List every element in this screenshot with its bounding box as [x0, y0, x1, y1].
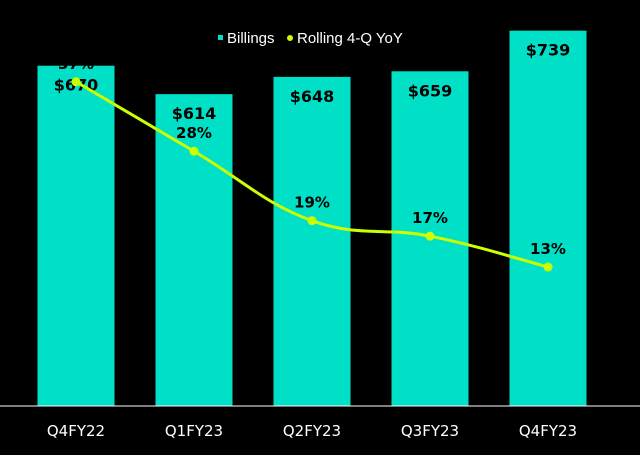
- rolling-yoy-point: [543, 262, 553, 272]
- rolling-yoy-line: 37% 28% 19% 17% 13%: [58, 55, 566, 272]
- rolling-yoy-label: 17%: [412, 209, 448, 227]
- x-tick-label: Q2FY23: [283, 422, 341, 440]
- x-tick-label: Q4FY22: [47, 422, 105, 440]
- rolling-yoy-point: [425, 231, 435, 241]
- bar-value-label: $648: [290, 87, 335, 106]
- bar-value-label: $614: [172, 104, 217, 123]
- legend: Billings Rolling 4-Q YoY: [218, 30, 403, 47]
- legend-label-rolling-yoy: Rolling 4-Q YoY: [297, 30, 403, 47]
- x-tick-label: Q3FY23: [401, 422, 459, 440]
- bar-value-label: $659: [408, 81, 453, 100]
- bar-q4fy22: [37, 65, 115, 407]
- legend-label-billings: Billings: [227, 30, 275, 47]
- rolling-yoy-label: 28%: [176, 124, 212, 142]
- bar-q2fy23: [273, 76, 351, 406]
- x-tick-label: Q4FY23: [519, 422, 577, 440]
- rolling-yoy-label: 13%: [530, 240, 566, 258]
- x-axis-ticks: Q4FY22 Q1FY23 Q2FY23 Q3FY23 Q4FY23: [47, 422, 577, 440]
- bar-value-label: $739: [526, 41, 571, 60]
- rolling-yoy-point: [71, 77, 81, 87]
- billings-bars: $670$614$648$659$739: [37, 30, 587, 407]
- bar-q1fy23: [155, 94, 233, 406]
- legend-swatch-billings: [218, 35, 223, 40]
- bar-q4fy23: [509, 30, 587, 406]
- rolling-yoy-label: 37%: [58, 55, 94, 73]
- rolling-yoy-point: [189, 146, 199, 156]
- rolling-yoy-point: [307, 216, 317, 226]
- rolling-yoy-label: 19%: [294, 194, 330, 212]
- x-tick-label: Q1FY23: [165, 422, 223, 440]
- legend-swatch-rolling-yoy: [287, 35, 293, 41]
